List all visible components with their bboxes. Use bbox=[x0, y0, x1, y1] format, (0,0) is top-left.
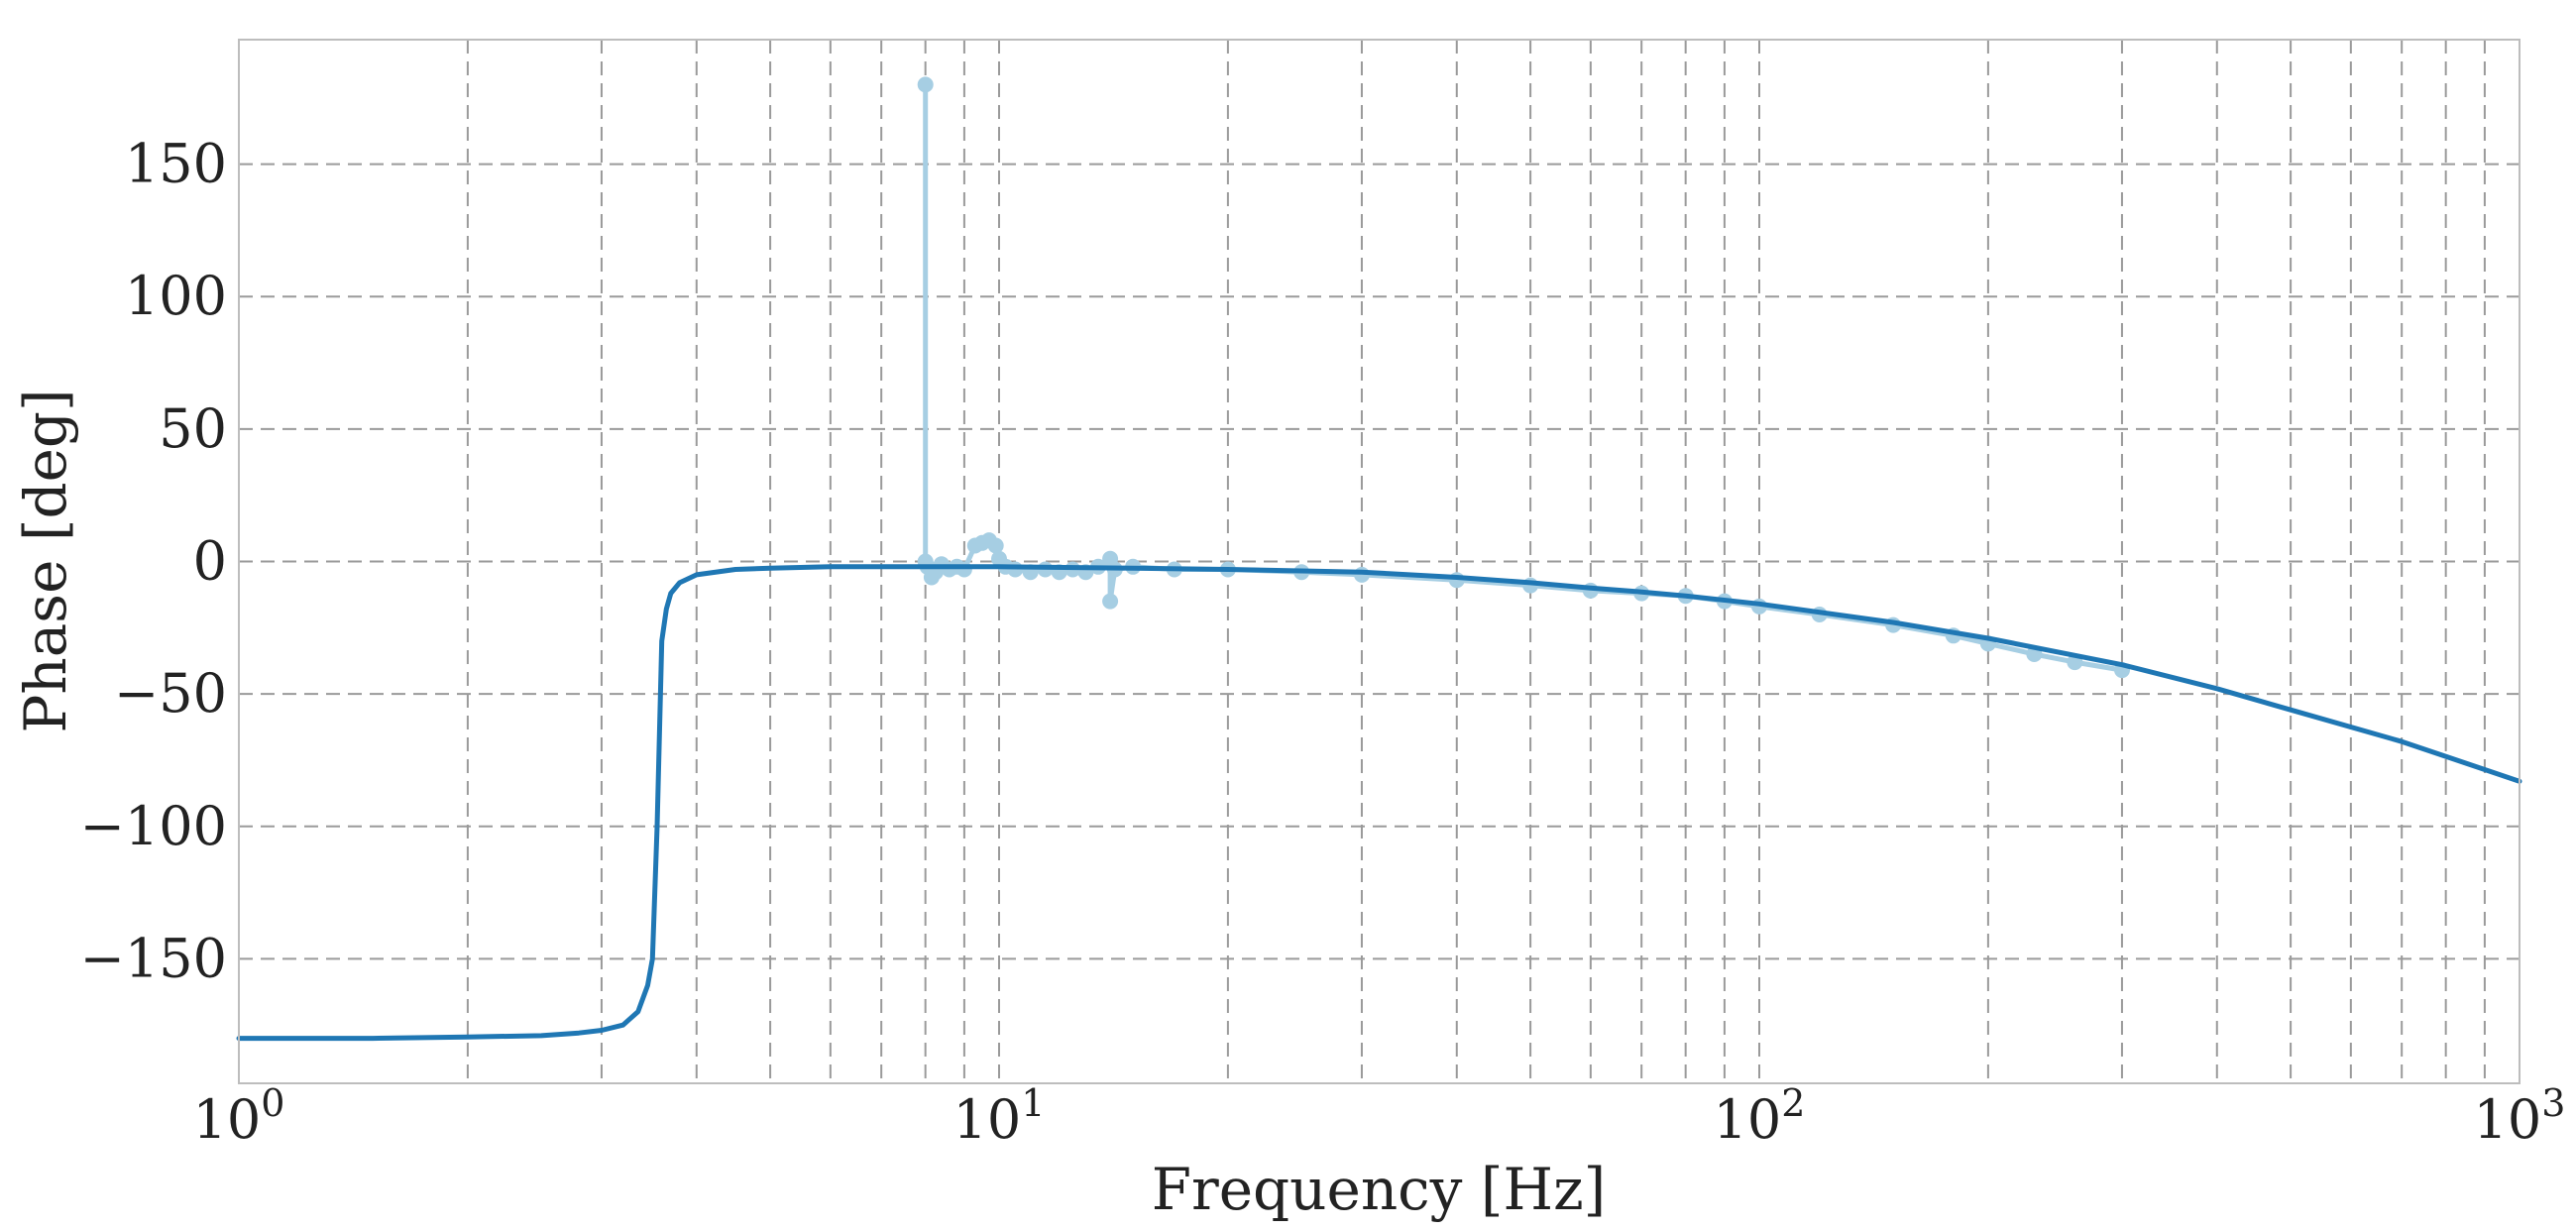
measured-phase-point bbox=[917, 76, 934, 93]
x-tick-labels: 100 101 102 103 bbox=[193, 1081, 2566, 1151]
measured-phase-point bbox=[1102, 593, 1119, 610]
measured-phase-point bbox=[955, 561, 972, 578]
x-tick-label: 100 bbox=[193, 1081, 285, 1151]
y-tick-label: −50 bbox=[114, 662, 227, 725]
x-tick-label: 103 bbox=[2474, 1081, 2566, 1151]
plot-frame bbox=[238, 39, 2520, 1084]
series-layer bbox=[236, 76, 2522, 1042]
y-tick-label: −150 bbox=[80, 927, 227, 989]
x-tick-label: 101 bbox=[953, 1081, 1046, 1151]
y-axis-title: Phase [deg] bbox=[12, 389, 79, 732]
measured-phase-point bbox=[987, 537, 1004, 554]
model-phase-line bbox=[236, 564, 2522, 1042]
y-tick-label: 0 bbox=[193, 530, 227, 593]
y-tick-label: 100 bbox=[125, 265, 227, 327]
y-tick-label: 50 bbox=[159, 397, 227, 460]
major-gridlines bbox=[239, 40, 2520, 1083]
y-tick-label: −100 bbox=[80, 795, 227, 857]
x-axis-title: Frequency [Hz] bbox=[1152, 1156, 1607, 1223]
y-tick-labels: 150 100 50 0 −50 −100 −150 bbox=[80, 133, 227, 990]
y-tick-label: 150 bbox=[125, 133, 227, 195]
x-tick-label: 102 bbox=[1714, 1081, 1806, 1151]
